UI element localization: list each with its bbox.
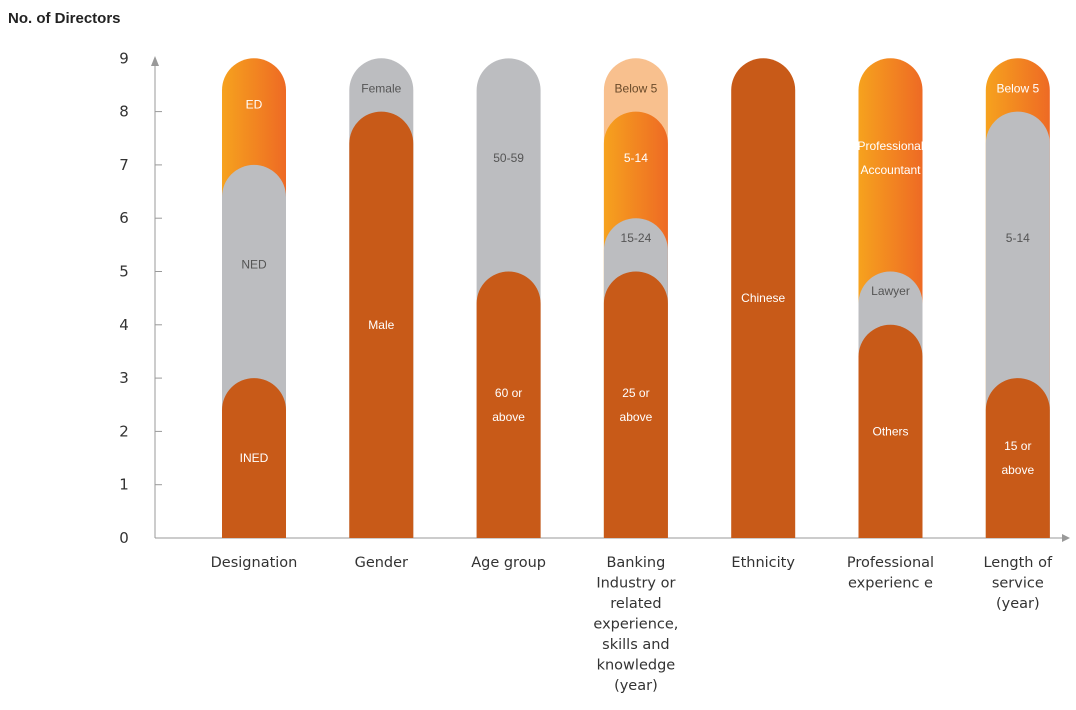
y-tick-label: 7 [119, 156, 129, 174]
segment-label: Accountant [860, 163, 921, 177]
y-axis-arrow [151, 56, 159, 66]
segment-label: INED [240, 451, 269, 465]
y-tick-label: 2 [119, 422, 129, 440]
segment-label: Chinese [741, 291, 785, 305]
bar-segment [476, 271, 541, 538]
category-label: service [992, 576, 1044, 592]
segment-label: above [1001, 463, 1034, 477]
bar-segment [603, 271, 668, 538]
y-axis-title: No. of Directors [8, 10, 121, 27]
segment-label: 5-14 [1006, 231, 1030, 245]
category-label: related [610, 596, 661, 612]
category-label: (year) [614, 678, 658, 694]
segment-label: Below 5 [996, 81, 1039, 95]
segment-label: 15-24 [621, 231, 652, 245]
bars: INED NED ED Male Female 60 or above 50-59 25 or a… [222, 58, 1050, 539]
segment-label: above [492, 410, 525, 424]
bar-segment [858, 324, 923, 538]
segment-label: 60 or [495, 386, 522, 400]
category-label: Industry or [596, 576, 675, 592]
category-label: (year) [996, 596, 1040, 612]
segment-label: 5-14 [624, 151, 648, 165]
segment-label: 50-59 [493, 151, 524, 165]
segment-label: Below 5 [615, 81, 658, 95]
y-tick-label: 9 [119, 49, 129, 67]
bar-group: Male Female [349, 58, 414, 539]
category-label: experience, [593, 617, 678, 633]
bar-group: 60 or above 50-59 [476, 58, 541, 539]
bar-group: Others Lawyer Professional Accountant [857, 58, 924, 539]
segment-label: NED [241, 258, 267, 272]
y-tick-label: 1 [119, 476, 129, 494]
category-label: experienc e [848, 576, 933, 592]
bar-group: INED NED ED [222, 58, 286, 539]
y-tick-label: 5 [119, 263, 129, 281]
bar-segment [985, 378, 1050, 538]
y-tick-label: 8 [119, 103, 129, 121]
segment-label: Professional [857, 139, 923, 153]
segment-label: Lawyer [871, 284, 910, 298]
bar-group: 15 or above 5-14 Below 5 [985, 58, 1050, 538]
bar-group: 25 or above 15-24 5-14 Below 5 [603, 58, 668, 539]
bar-segment [731, 58, 796, 539]
segment-label: 25 or [622, 386, 649, 400]
segment-label: Male [368, 318, 394, 332]
category-label: Designation [211, 555, 298, 571]
category-label: Age group [471, 555, 546, 571]
category-label: knowledge [597, 658, 676, 674]
category-label: Banking [606, 555, 665, 571]
segment-label: above [620, 410, 653, 424]
category-label: Professional [847, 555, 934, 571]
bar-segment [222, 378, 286, 538]
segment-label: Female [361, 81, 401, 95]
category-label: skills and [602, 637, 669, 653]
x-axis-arrow [1062, 534, 1070, 542]
y-tick-label: 3 [119, 369, 129, 387]
bar-segment [349, 111, 414, 538]
segment-label: ED [246, 98, 263, 112]
y-tick-label: 4 [119, 316, 129, 334]
bar-group: Chinese [731, 58, 796, 539]
category-label: Gender [355, 555, 408, 571]
y-tick-label: 0 [119, 529, 129, 547]
category-label: Ethnicity [731, 555, 795, 571]
category-labels: Designation Gender Age group Banking Industr… [211, 555, 1053, 694]
category-label: Length of [983, 555, 1052, 571]
y-tick-label: 6 [119, 209, 129, 227]
segment-label: 15 or [1004, 439, 1031, 453]
segment-label: Others [872, 424, 908, 438]
